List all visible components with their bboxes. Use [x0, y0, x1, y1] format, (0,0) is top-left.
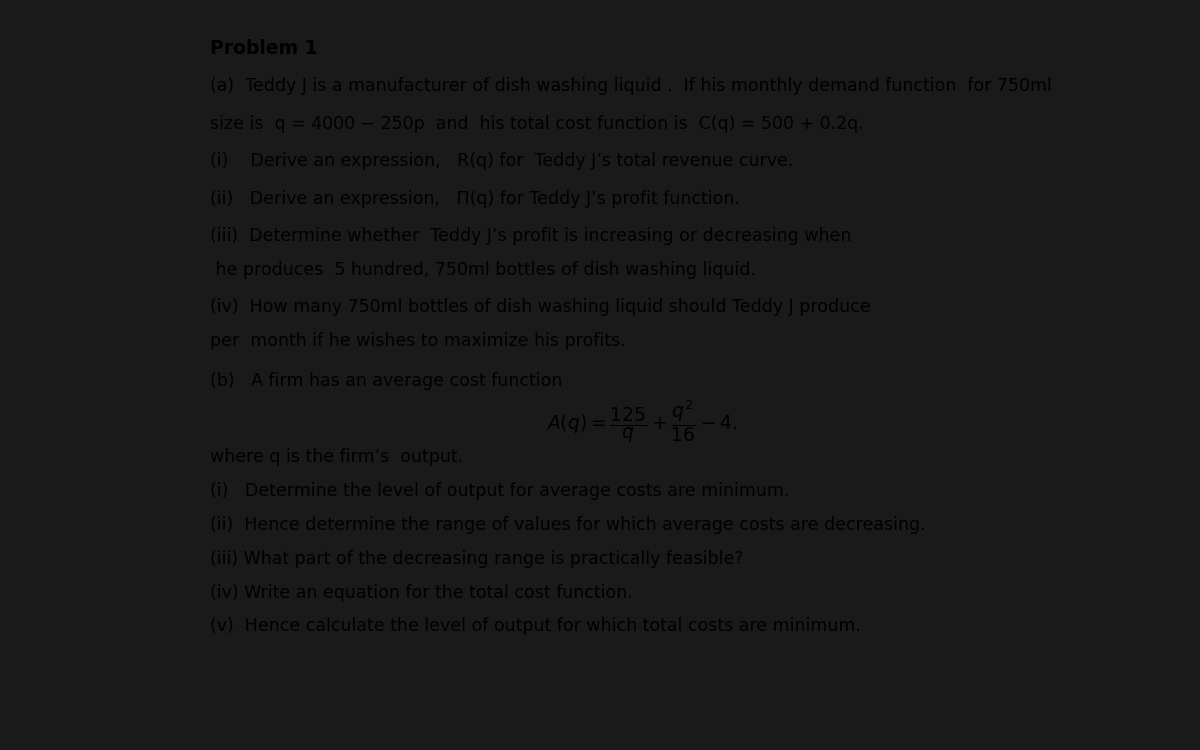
Text: (i)   Determine the level of output for average costs are minimum.: (i) Determine the level of output for av…: [210, 482, 790, 500]
Text: size is  q = 4000 − 250p  and  his total cost function is  C(q) = 500 + 0.2q.: size is q = 4000 − 250p and his total co…: [210, 115, 864, 133]
Text: (iii)  Determine whether  Teddy J’s profit is increasing or decreasing when: (iii) Determine whether Teddy J’s profit…: [210, 227, 851, 245]
Text: (iv) Write an equation for the total cost function.: (iv) Write an equation for the total cos…: [210, 584, 632, 602]
Text: (b)   A firm has an average cost function: (b) A firm has an average cost function: [210, 372, 563, 390]
Text: (ii)  Hence determine the range of values for which average costs are decreasing: (ii) Hence determine the range of values…: [210, 516, 925, 534]
Text: (ii)   Derive an expression,   Π(q) for Teddy J’s profit function.: (ii) Derive an expression, Π(q) for Tedd…: [210, 190, 740, 208]
Text: (a)  Teddy J is a manufacturer of dish washing liquid .  If his monthly demand f: (a) Teddy J is a manufacturer of dish wa…: [210, 77, 1052, 95]
Text: he produces  5 hundred, 750ml bottles of dish washing liquid.: he produces 5 hundred, 750ml bottles of …: [210, 261, 756, 279]
Text: (i)    Derive an expression,   R(q) for  Teddy J’s total revenue curve.: (i) Derive an expression, R(q) for Teddy…: [210, 152, 793, 170]
Text: where q is the firm’s  output.: where q is the firm’s output.: [210, 448, 463, 466]
Text: $A(q) = \dfrac{125}{q} + \dfrac{q^2}{16} - 4.$: $A(q) = \dfrac{125}{q} + \dfrac{q^2}{16}…: [546, 398, 738, 445]
Text: (iv)  How many 750ml bottles of dish washing liquid should Teddy J produce: (iv) How many 750ml bottles of dish wash…: [210, 298, 871, 316]
Text: (v)  Hence calculate the level of output for which total costs are minimum.: (v) Hence calculate the level of output …: [210, 617, 860, 635]
Text: (iii) What part of the decreasing range is practically feasible?: (iii) What part of the decreasing range …: [210, 550, 744, 568]
Text: per  month if he wishes to maximize his profits.: per month if he wishes to maximize his p…: [210, 332, 625, 350]
Text: Problem 1: Problem 1: [210, 39, 318, 58]
